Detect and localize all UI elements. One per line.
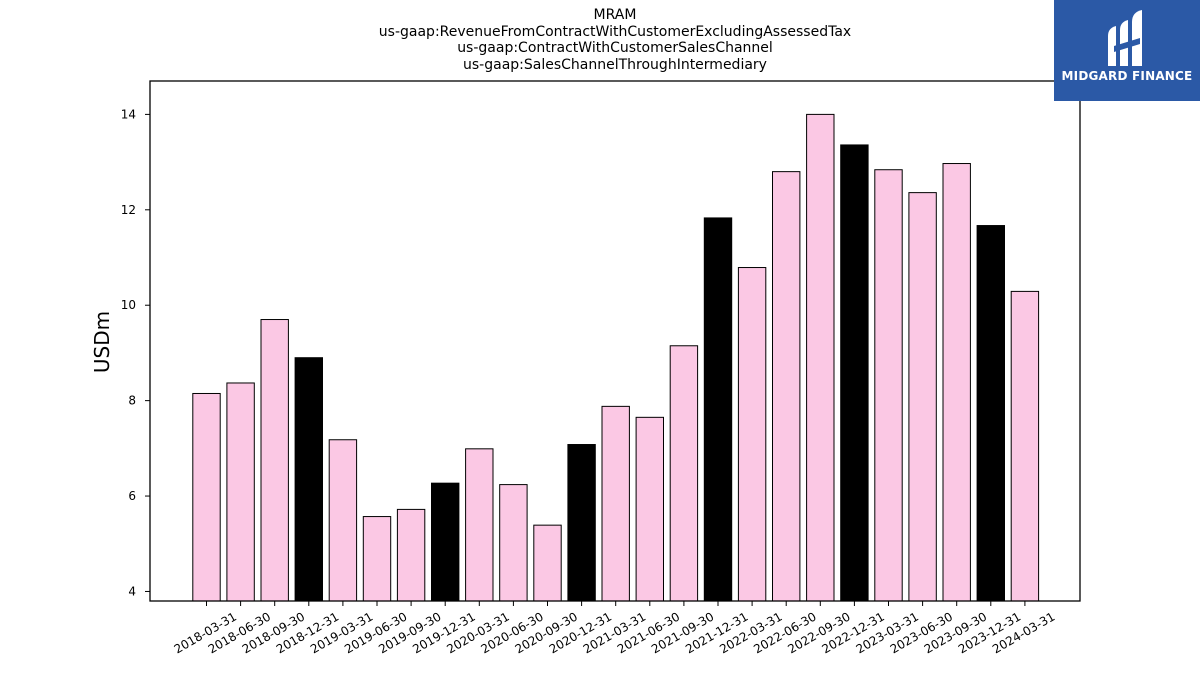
bar-2021-09-30 [669, 345, 699, 602]
bar-2018-12-31 [294, 357, 324, 602]
y-tick-label: 6 [128, 489, 136, 503]
bar-2020-06-30 [499, 484, 528, 602]
bar-2020-09-30 [533, 524, 562, 602]
bar-2018-09-30 [260, 319, 289, 602]
bar-2020-12-31 [567, 444, 596, 602]
bar-2023-03-31 [874, 169, 903, 602]
bar-2023-09-30 [942, 163, 971, 602]
y-tick-label: 14 [121, 107, 136, 121]
y-axis-label: USDm [90, 311, 114, 373]
title-metric: us-gaap:RevenueFromContractWithCustomerE… [378, 23, 852, 40]
logo-mark-icon [1108, 10, 1142, 66]
bar-2021-06-30 [635, 416, 664, 602]
y-axis: 4 6 8 10 12 14 [121, 107, 150, 598]
title-ticker: MRAM [593, 7, 637, 23]
bar-2020-03-31 [465, 448, 494, 602]
bar-2023-12-31 [976, 225, 1005, 602]
x-axis: 2018-03-312018-06-302018-09-302018-12-31… [172, 601, 1057, 656]
y-tick-label: 8 [128, 394, 136, 408]
brand-logo: MIDGARD FINANCE [1054, 0, 1200, 101]
plot-frame [149, 80, 1081, 602]
bars-group [192, 113, 1040, 602]
bar-2024-03-31 [1010, 290, 1040, 602]
y-tick-label: 4 [128, 584, 136, 598]
title-member: us-gaap:SalesChannelThroughIntermediary [463, 56, 767, 73]
bar-2023-06-30 [908, 192, 937, 602]
bar-2022-12-31 [840, 144, 869, 602]
bar-2021-12-31 [703, 217, 733, 602]
bar-2019-09-30 [396, 508, 426, 602]
bar-2018-03-31 [192, 392, 221, 602]
bar-2019-03-31 [328, 439, 358, 602]
bar-2021-03-31 [601, 405, 630, 602]
bar-2018-06-30 [226, 382, 255, 602]
bar-2019-12-31 [431, 482, 460, 602]
y-tick-label: 12 [121, 203, 136, 217]
bar-2022-06-30 [772, 171, 801, 602]
bar-2019-06-30 [362, 516, 392, 602]
y-tick-label: 10 [121, 298, 136, 312]
chart-title: MRAM us-gaap:RevenueFromContractWithCust… [150, 7, 1080, 73]
bar-2022-03-31 [737, 267, 767, 602]
bar-2022-09-30 [806, 113, 835, 602]
title-dimension: us-gaap:ContractWithCustomerSalesChannel [457, 40, 773, 56]
logo-text: MIDGARD FINANCE [1061, 69, 1193, 83]
